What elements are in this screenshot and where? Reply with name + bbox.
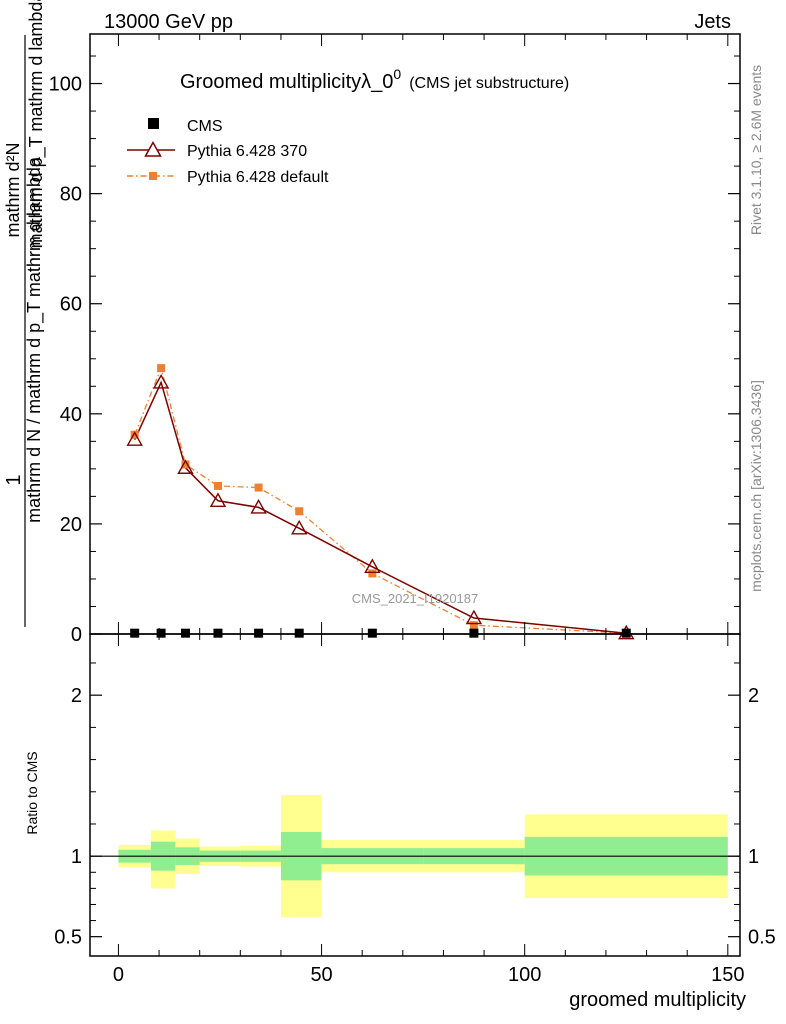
point-pythia-default-6 [368, 569, 377, 578]
point-pythia-default-1 [157, 364, 166, 373]
point-pythia-370-1 [152, 374, 170, 389]
point-pythia-370-2 [177, 459, 194, 474]
chart-title: Groomed multiplicityλ_00 (CMS jet substru… [180, 66, 569, 93]
ratio-panel-frame [89, 633, 741, 957]
point-pythia-default-2 [181, 460, 190, 469]
xtick-label-0: 0 [113, 964, 124, 986]
ratio-ytick-label-left-1: 1 [71, 846, 82, 868]
point-pythia-370-0 [126, 431, 143, 446]
ratio-ytick-label-right-0: 0.5 [748, 927, 776, 949]
main-ylabel-denominator: mathrm d N / mathrm d p_T mathrm d lambd… [24, 156, 45, 523]
main-ytick-label-3: 60 [60, 294, 82, 316]
point-pythia-default-5 [295, 507, 304, 516]
point-pythia-370-5 [291, 519, 308, 535]
legend-marker-pythia-default [149, 172, 157, 180]
point-pythia-default-4 [254, 483, 263, 492]
point-cms-0 [130, 628, 140, 638]
point-pythia-370-6 [364, 558, 381, 574]
point-cms-8 [621, 628, 631, 638]
series-line-pythia-370 [134, 380, 627, 634]
legend-label-pythia-370: Pythia 6.428 370 [187, 143, 307, 160]
main-ytick-label-4: 80 [60, 184, 82, 206]
point-cms-1 [156, 628, 166, 638]
point-pythia-default-3 [213, 481, 222, 490]
header-energy-label: 13000 GeV pp [104, 11, 233, 33]
ratio-ytick-label-right-2: 2 [748, 685, 759, 707]
xtick-label-1: 50 [310, 964, 332, 986]
main-ytick-label-2: 40 [60, 404, 82, 426]
main-ylabel-top: mathrm d²N [3, 142, 23, 237]
chart-subtitle: (CMS jet substructure) [409, 75, 569, 92]
legend: CMS Pythia 6.428 370 Pythia 6.428 defaul… [127, 118, 329, 186]
main-ytick-label-0: 0 [71, 624, 82, 646]
xtick-label-2: 100 [508, 964, 541, 986]
point-pythia-default-7 [469, 621, 478, 630]
point-pythia-370-4 [250, 498, 267, 514]
main-ytick-label-1: 20 [60, 514, 82, 536]
legend-marker-cms [148, 118, 159, 129]
point-cms-7 [469, 628, 479, 638]
legend-label-pythia-default: Pythia 6.428 default [187, 169, 329, 186]
ratio-ytick-label-left-2: 2 [71, 685, 82, 707]
main-ytick-label-5: 100 [49, 74, 82, 96]
chart-title-text: Groomed multiplicityλ_0 [180, 71, 393, 93]
point-pythia-370-3 [209, 492, 227, 507]
point-cms-5 [294, 628, 304, 638]
ratio-ytick-label-left-0: 0.5 [54, 927, 82, 949]
chart-title-superscript: 0 [393, 66, 401, 82]
rivet-version-label: Rivet 3.1.10, ≥ 2.6M events [748, 65, 764, 235]
ratio-ytick-label-right-1: 1 [748, 846, 759, 868]
series-line-pythia-default [134, 365, 627, 634]
xtick-label-3: 150 [711, 964, 744, 986]
point-cms-3 [213, 628, 223, 638]
point-pythia-370-7 [465, 609, 483, 625]
legend-label-cms: CMS [187, 118, 223, 135]
point-cms-2 [180, 628, 190, 638]
header-category-label: Jets [694, 11, 731, 33]
ratio-ylabel: Ratio to CMS [24, 751, 40, 834]
point-cms-4 [254, 628, 264, 638]
legend-marker-pythia-370 [144, 140, 162, 157]
main-ylabel-bottom: mathrm d p_T mathrm d lambda [26, 0, 47, 248]
point-cms-6 [367, 628, 377, 638]
main-ylabel-inner: mathrm d²N mathrm d p_T mathrm d lambda [3, 0, 47, 248]
point-pythia-default-0 [130, 430, 139, 439]
analysis-watermark: CMS_2021_I1920187 [352, 591, 479, 606]
main-ylabel-numerator: 1 [3, 474, 25, 485]
main-ylabel: 1 mathrm d N / mathrm d p_T mathrm d lam… [3, 35, 45, 627]
x-axis-label: groomed multiplicity [569, 989, 746, 1011]
mcplots-source-label: mcplots.cern.ch [arXiv:1306.3436] [748, 380, 764, 592]
